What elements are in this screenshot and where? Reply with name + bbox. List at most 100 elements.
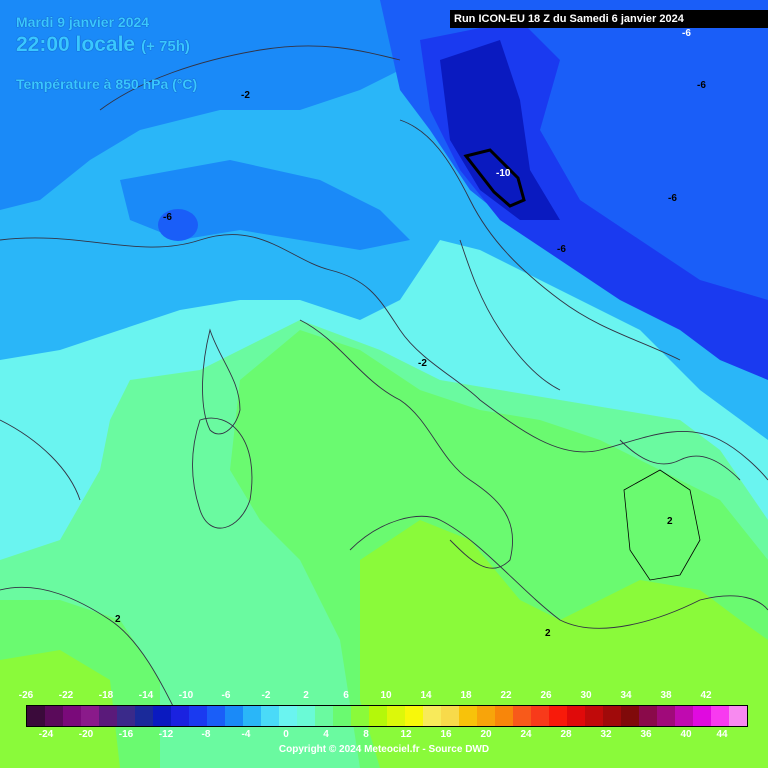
- legend-color-cell: [477, 706, 495, 726]
- legend-bottom-labels: -24 -20 -16 -12 -8 -4 0 4 8 12 16 20 24 …: [0, 729, 768, 743]
- forecast-time-text: 22:00 locale: [16, 33, 136, 56]
- copyright-text: Copyright © 2024 Meteociel.fr - Source D…: [278, 744, 490, 755]
- legend-tick: -18: [98, 690, 114, 701]
- legend-color-cell: [261, 706, 279, 726]
- legend-tick: 36: [640, 729, 652, 740]
- isotherm-label: -6: [682, 28, 691, 39]
- legend-color-cell: [603, 706, 621, 726]
- legend-color-cell: [99, 706, 117, 726]
- legend-tick: -12: [158, 729, 174, 740]
- legend-tick: 10: [380, 690, 392, 701]
- legend-color-cell: [81, 706, 99, 726]
- field-minus6-blob: [158, 209, 198, 241]
- legend-color-cell: [243, 706, 261, 726]
- isotherm-label: 2: [545, 628, 551, 639]
- legend-tick: 0: [283, 729, 289, 740]
- legend-tick: -4: [241, 729, 251, 740]
- legend-color-cell: [369, 706, 387, 726]
- field-plus2-island: [623, 469, 701, 581]
- isotherm-label: -6: [697, 80, 706, 91]
- legend-tick: 38: [660, 690, 672, 701]
- legend-tick: 8: [363, 729, 369, 740]
- legend-tick: -14: [138, 690, 154, 701]
- isotherm-label: -6: [557, 244, 566, 255]
- legend-color-cell: [531, 706, 549, 726]
- legend-color-cell: [315, 706, 333, 726]
- legend-tick: 2: [303, 690, 309, 701]
- legend-tick: -24: [38, 729, 54, 740]
- legend-color-cell: [63, 706, 81, 726]
- legend-color-cell: [495, 706, 513, 726]
- legend-tick: 12: [400, 729, 412, 740]
- isotherm-label: -2: [241, 90, 250, 101]
- legend-color-cell: [693, 706, 711, 726]
- legend-tick: -16: [118, 729, 134, 740]
- legend-color-cell: [189, 706, 207, 726]
- legend-color-cell: [171, 706, 189, 726]
- legend-tick: 4: [323, 729, 329, 740]
- coastlines: [0, 45, 768, 721]
- legend-color-cell: [45, 706, 63, 726]
- legend-tick: 44: [716, 729, 728, 740]
- legend-tick: 14: [420, 690, 432, 701]
- legend-tick: -8: [201, 729, 211, 740]
- field-minus6-west: [0, 0, 460, 210]
- legend-color-cell: [405, 706, 423, 726]
- legend-color-cell: [549, 706, 567, 726]
- legend-tick: -26: [18, 690, 34, 701]
- legend-color-cell: [117, 706, 135, 726]
- legend-color-bar: [26, 705, 748, 727]
- legend-color-cell: [225, 706, 243, 726]
- legend-tick: 22: [500, 690, 512, 701]
- isotherm-label: -6: [668, 193, 677, 204]
- legend-color-cell: [639, 706, 657, 726]
- legend-color-cell: [135, 706, 153, 726]
- isotherm-label: 2: [667, 516, 673, 527]
- variable-title: Température à 850 hPa (°C): [16, 76, 198, 92]
- legend-tick: 34: [620, 690, 632, 701]
- isotherm-label: -2: [418, 358, 427, 369]
- legend-tick: -20: [78, 729, 94, 740]
- legend-tick: 32: [600, 729, 612, 740]
- legend-color-cell: [423, 706, 441, 726]
- legend-color-cell: [441, 706, 459, 726]
- legend-color-cell: [333, 706, 351, 726]
- forecast-lead: (+ 75h): [141, 38, 190, 55]
- forecast-time: 22:00 locale (+ 75h): [16, 33, 190, 57]
- legend-color-cell: [675, 706, 693, 726]
- legend-tick: -6: [221, 690, 231, 701]
- legend-tick: 40: [680, 729, 692, 740]
- legend-color-cell: [657, 706, 675, 726]
- legend-tick: -10: [178, 690, 194, 701]
- run-banner: Run ICON-EU 18 Z du Samedi 6 janvier 202…: [450, 10, 768, 28]
- legend-color-cell: [513, 706, 531, 726]
- isotherm-label: -6: [163, 212, 172, 223]
- legend-color-cell: [279, 706, 297, 726]
- legend-color-cell: [153, 706, 171, 726]
- legend-color-cell: [621, 706, 639, 726]
- isoline-minus10: [463, 148, 526, 208]
- legend-color-cell: [297, 706, 315, 726]
- legend-color-cell: [711, 706, 729, 726]
- legend-tick: -22: [58, 690, 74, 701]
- legend-color-cell: [387, 706, 405, 726]
- legend-tick: 42: [700, 690, 712, 701]
- legend-color-cell: [585, 706, 603, 726]
- isotherm-label: -10: [496, 168, 511, 179]
- legend-tick: 30: [580, 690, 592, 701]
- legend-color-cell: [27, 706, 45, 726]
- legend-tick: 20: [480, 729, 492, 740]
- isotherm-label: 2: [115, 614, 121, 625]
- legend-tick: -2: [261, 690, 271, 701]
- legend-color-cell: [459, 706, 477, 726]
- legend-top-labels: -26 -22 -18 -14 -10 -6 -2 2 6 10 14 18 2…: [0, 690, 768, 704]
- legend-color-cell: [567, 706, 585, 726]
- legend-color-cell: [351, 706, 369, 726]
- legend-tick: 6: [343, 690, 349, 701]
- field-minus10: [440, 40, 560, 220]
- legend-tick: 16: [440, 729, 452, 740]
- legend-tick: 28: [560, 729, 572, 740]
- legend-color-cell: [207, 706, 225, 726]
- forecast-date: Mardi 9 janvier 2024: [16, 14, 150, 30]
